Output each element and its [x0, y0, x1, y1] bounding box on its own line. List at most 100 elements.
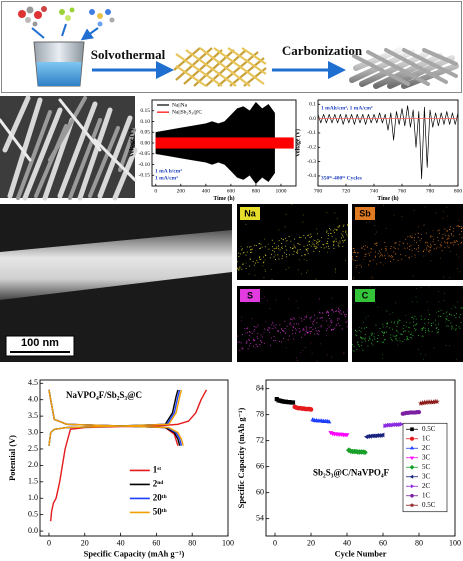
- eds-dot: [297, 252, 298, 254]
- line: [318, 105, 458, 180]
- eds-dot: [254, 244, 256, 246]
- eds-dot: [394, 242, 396, 244]
- eds-dot: [382, 341, 384, 343]
- eds-dot: [335, 323, 337, 325]
- y-tick-label: -0.2: [307, 145, 316, 151]
- eds-dot: [449, 242, 451, 244]
- eds-dot: [390, 260, 391, 262]
- eds-dot: [457, 301, 458, 303]
- eds-dot: [407, 236, 409, 238]
- eds-dot: [296, 252, 298, 253]
- eds-dot: [338, 307, 339, 309]
- eds-dot: [270, 328, 272, 330]
- eds-dot: [450, 226, 451, 228]
- eds-dot: [334, 232, 335, 234]
- eds-dot: [317, 329, 319, 331]
- eds-dot: [303, 329, 305, 331]
- eds-dot: [458, 256, 460, 258]
- eds-dot: [322, 244, 324, 245]
- eds-dot: [410, 244, 412, 246]
- eds-dot: [241, 316, 243, 318]
- eds-dot: [376, 263, 378, 265]
- charts: 0 200 400 600 800 1000-0.15-0.10-0.050.000.05…: [8, 99, 462, 558]
- eds-dot: [446, 319, 448, 321]
- eds-dot: [401, 216, 403, 217]
- eds-dot: [456, 225, 458, 227]
- eds-dot: [416, 301, 418, 303]
- eds-dot: [445, 242, 447, 244]
- eds-dot: [315, 246, 317, 247]
- eds-dot: [332, 309, 333, 311]
- eds-dot: [428, 330, 430, 332]
- eds-dot: [413, 210, 415, 212]
- eds-dot: [249, 345, 251, 347]
- eds-dot: [449, 277, 451, 278]
- plot-area: [274, 397, 440, 456]
- eds-dot: [262, 265, 264, 267]
- eds-dot: [237, 267, 239, 269]
- eds-dot: [272, 246, 274, 248]
- eds-dot: [259, 344, 261, 345]
- eds-dot: [357, 259, 359, 261]
- eds-dot: [402, 243, 404, 244]
- eds-dot: [317, 239, 319, 241]
- eds-dot: [435, 212, 437, 214]
- eds-dot: [326, 320, 328, 322]
- eds-dot: [375, 324, 377, 326]
- y-tick-label: 54: [256, 513, 264, 522]
- eds-dot: [428, 286, 430, 288]
- eds-dot: [446, 310, 448, 312]
- eds-dot: [293, 338, 295, 340]
- eds-dot: [453, 244, 455, 246]
- eds-dot: [382, 353, 384, 355]
- eds-dot: [271, 253, 272, 255]
- eds-dot: [397, 248, 399, 250]
- eds-dot: [441, 241, 442, 243]
- eds-dot: [332, 329, 334, 331]
- eds-dot: [281, 243, 283, 244]
- eds-dot: [428, 251, 430, 253]
- eds-dot: [347, 224, 349, 226]
- eds-dot: [429, 247, 431, 249]
- eds-dot: [438, 329, 439, 331]
- eds-dot: [435, 319, 436, 321]
- eds-dot: [316, 228, 317, 230]
- legend-label: 1C: [422, 491, 431, 499]
- eds-dot: [353, 346, 355, 348]
- data-point: [373, 433, 378, 439]
- eds-dot: [373, 338, 375, 340]
- eds-dot: [369, 286, 371, 288]
- eds-dot: [344, 321, 346, 323]
- x-tick-label: 200: [177, 188, 186, 194]
- eds-dot: [452, 235, 454, 237]
- eds-dot: [362, 337, 364, 339]
- eds-dot: [355, 330, 356, 331]
- eds-dot: [241, 248, 243, 250]
- eds-dot: [368, 340, 369, 342]
- eds-dot: [338, 245, 340, 247]
- eds-dot: [427, 242, 428, 244]
- eds-dot: [333, 244, 335, 246]
- eds-dot: [316, 332, 318, 334]
- eds-dot: [303, 318, 305, 320]
- eds-dot: [271, 269, 273, 270]
- eds-dot: [291, 319, 293, 321]
- eds-dot: [239, 267, 241, 269]
- eds-dot: [245, 254, 247, 256]
- eds-dot: [327, 251, 328, 253]
- eds-dot: [442, 234, 444, 236]
- eds-dot: [332, 240, 334, 242]
- eds-dot: [411, 256, 413, 257]
- eds-dot: [455, 317, 457, 319]
- eds-dot: [247, 348, 249, 350]
- eds-dot: [418, 245, 419, 246]
- eds-dot: [269, 257, 271, 259]
- y-axis-label: Potential (V): [8, 435, 17, 481]
- eds-dot: [405, 321, 407, 323]
- eds-dot: [281, 341, 282, 343]
- eds-dot: [414, 327, 415, 329]
- eds-dot: [334, 240, 335, 242]
- eds-dot: [413, 321, 415, 323]
- eds-dot: [346, 233, 348, 235]
- eds-dot: [368, 252, 370, 254]
